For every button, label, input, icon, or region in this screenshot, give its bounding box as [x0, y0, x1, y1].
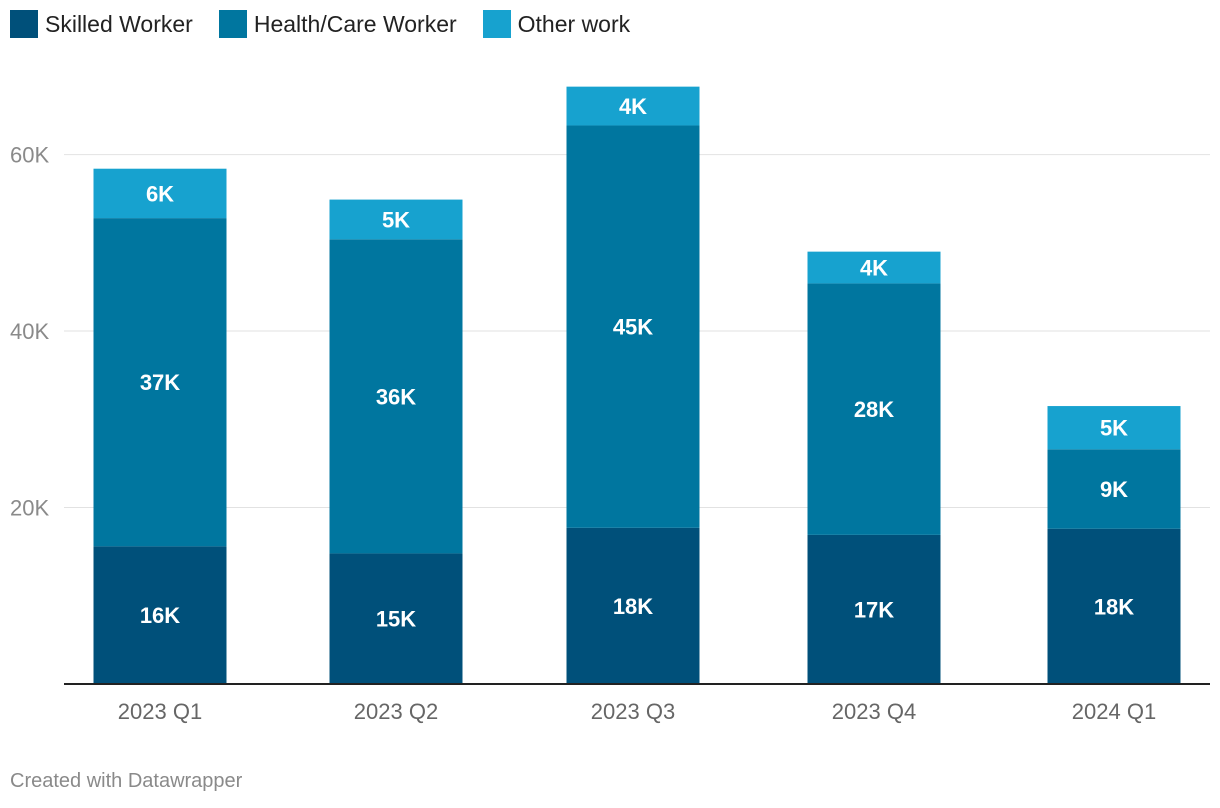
bar-segment: [1047, 406, 1181, 450]
value-label: 37K: [140, 370, 180, 395]
legend-label: Health/Care Worker: [253, 10, 457, 37]
bar-segment: [329, 239, 463, 554]
y-tick-label: 20K: [10, 496, 49, 521]
value-label: 5K: [382, 207, 410, 232]
value-label: 15K: [376, 607, 416, 632]
x-axis: 2023 Q1 2023 Q2 2023 Q3 2023 Q4 2024 Q1: [64, 683, 1210, 724]
legend-swatch: [10, 10, 38, 38]
value-labels: 16K 37K 6K 15K 36K 5K 18K 45K 4K 17K 28K 4K 18K 9K 5K: [140, 94, 1134, 632]
legend-swatch: [482, 10, 511, 38]
legend-swatch: [218, 10, 247, 38]
x-tick-label: 2024 Q1: [1072, 699, 1156, 724]
legend-item-0: Skilled Worker: [10, 10, 193, 38]
bar-segment: [1047, 528, 1181, 684]
bar-segment: [329, 199, 463, 240]
value-label: 36K: [376, 384, 416, 409]
x-tick-label: 2023 Q2: [354, 699, 438, 724]
x-tick-label: 2023 Q4: [832, 699, 916, 724]
value-label: 45K: [613, 315, 653, 340]
bar-segment: [566, 125, 700, 528]
value-label: 28K: [854, 397, 894, 422]
legend-label: Other work: [517, 10, 631, 37]
bar-segment: [807, 283, 941, 535]
legend-item-1: Health/Care Worker: [218, 10, 457, 38]
x-tick-label: 2023 Q3: [591, 699, 675, 724]
bar-segment: [566, 86, 700, 126]
value-label: 4K: [619, 94, 647, 119]
value-label: 5K: [1100, 416, 1128, 441]
bar-segment: [807, 534, 941, 684]
bar-segment: [566, 527, 700, 684]
bars: [93, 86, 1181, 684]
y-tick-label: 60K: [10, 143, 49, 168]
legend: Skilled Worker Health/Care Worker Other wo…: [10, 10, 656, 38]
x-tick-label: 2023 Q1: [118, 699, 202, 724]
value-label: 6K: [146, 181, 174, 206]
bar-segment: [329, 553, 463, 684]
value-label: 18K: [613, 594, 653, 619]
bar-segment: [1047, 449, 1181, 529]
credit-text: Created with Datawrapper: [10, 770, 243, 792]
value-label: 16K: [140, 603, 180, 628]
legend-item-2: Other work: [482, 10, 631, 38]
legend-label: Skilled Worker: [45, 10, 193, 37]
bar-segment: [807, 251, 941, 284]
bar-segment: [93, 218, 227, 547]
bar-segment: [93, 546, 227, 684]
value-label: 4K: [860, 256, 888, 281]
value-label: 18K: [1094, 594, 1134, 619]
bar-segment: [93, 168, 227, 219]
y-tick-label: 40K: [10, 319, 49, 344]
value-label: 17K: [854, 597, 894, 622]
value-label: 9K: [1100, 477, 1128, 502]
